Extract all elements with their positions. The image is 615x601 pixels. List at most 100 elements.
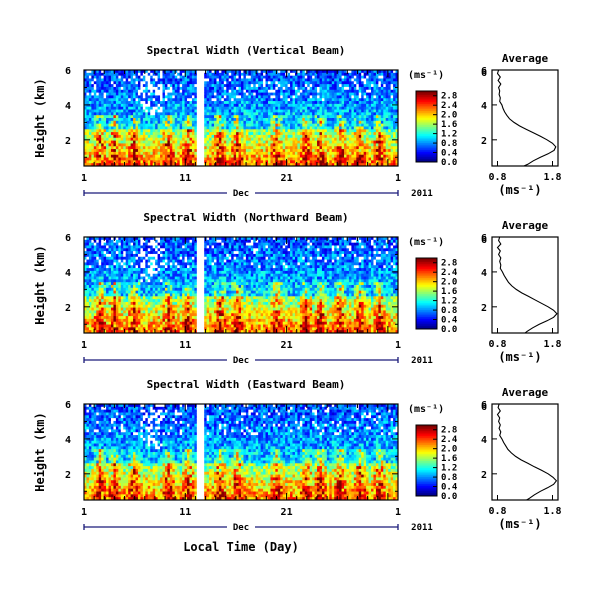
heatmap-cell xyxy=(113,273,117,277)
heatmap-cell xyxy=(312,157,315,161)
heatmap-cell xyxy=(353,109,357,113)
heatmap-cell xyxy=(307,89,311,93)
heatmap-cell xyxy=(341,103,345,108)
heatmap-cell xyxy=(344,78,347,82)
heatmap-cell xyxy=(174,72,178,77)
heatmap-cell xyxy=(218,151,222,156)
heatmap-cell xyxy=(329,70,333,74)
heatmap-cell xyxy=(86,98,90,102)
heatmap-cell xyxy=(331,109,335,113)
heatmap-cell xyxy=(260,92,264,96)
heatmap-cell xyxy=(84,78,87,82)
heatmap-cell xyxy=(204,109,208,113)
heatmap-cell xyxy=(275,157,279,161)
heatmap-cell xyxy=(103,123,107,127)
heatmap-cell xyxy=(101,299,105,303)
heatmap-cell xyxy=(280,109,284,113)
heatmap-cell xyxy=(137,92,141,96)
heatmap-cell xyxy=(309,123,313,127)
heatmap-cell xyxy=(110,330,114,334)
heatmap-cell xyxy=(110,160,114,164)
heatmap-cell xyxy=(253,118,257,122)
heatmap-cell xyxy=(187,126,190,130)
heatmap-cell xyxy=(314,106,318,110)
heatmap-cell xyxy=(353,112,357,116)
heatmap-cell xyxy=(282,86,286,91)
heatmap-cell xyxy=(113,106,117,110)
heatmap-cell xyxy=(245,160,249,164)
heatmap-cell xyxy=(184,103,188,108)
heatmap-cell xyxy=(267,115,271,119)
heatmap-cell xyxy=(226,98,230,102)
heatmap-cell xyxy=(133,123,136,127)
heatmap-cell xyxy=(91,256,95,260)
heatmap-cell xyxy=(179,146,183,150)
heatmap-cell xyxy=(356,123,360,127)
heatmap-cell xyxy=(336,109,340,113)
heatmap-cell xyxy=(184,120,188,125)
heatmap-cell xyxy=(172,132,176,136)
heatmap-cell xyxy=(314,95,318,99)
heatmap-cell xyxy=(339,92,342,96)
heatmap-cell xyxy=(319,129,323,133)
heatmap-cell xyxy=(307,126,311,130)
heatmap-cell xyxy=(344,149,347,153)
heatmap-cell xyxy=(366,151,369,156)
heatmap-cell xyxy=(270,163,274,167)
heatmap-cell xyxy=(140,143,144,147)
heatmap-cell xyxy=(282,92,286,96)
heatmap-cell xyxy=(373,123,377,127)
heatmap-cell xyxy=(375,78,379,82)
heatmap-cell xyxy=(169,143,173,147)
heatmap-cell xyxy=(363,118,367,122)
heatmap-cell xyxy=(86,268,90,272)
heatmap-cell xyxy=(358,98,362,102)
heatmap-cell xyxy=(96,126,100,130)
heatmap-cell xyxy=(209,134,212,139)
heatmap-cell xyxy=(383,109,387,113)
heatmap-cell xyxy=(297,81,301,85)
heatmap-cell xyxy=(275,106,279,110)
heatmap-cell xyxy=(236,123,239,127)
heatmap-cell xyxy=(353,160,357,164)
heatmap-cell xyxy=(390,163,394,167)
heatmap-cell xyxy=(172,78,176,82)
heatmap-cell xyxy=(162,101,166,105)
heatmap-cell xyxy=(373,86,377,91)
heatmap-cell xyxy=(110,154,114,158)
heatmap-cell xyxy=(238,157,242,161)
heatmap-cell xyxy=(226,106,230,110)
heatmap-cell xyxy=(368,157,372,161)
heatmap-cell xyxy=(140,70,144,74)
heatmap-cell xyxy=(98,327,102,331)
heatmap-cell xyxy=(294,109,298,113)
heatmap-cell xyxy=(344,115,347,119)
heatmap-cell xyxy=(285,123,289,127)
heatmap-cell xyxy=(383,143,387,147)
heatmap-cell xyxy=(233,106,237,110)
heatmap-cell xyxy=(238,95,242,99)
heatmap-cell xyxy=(353,89,357,93)
heatmap-cell xyxy=(223,89,227,93)
heatmap-cell xyxy=(312,70,315,74)
heatmap-cell xyxy=(172,95,176,99)
heatmap-cell xyxy=(231,103,235,108)
heatmap-cell xyxy=(375,129,379,133)
heatmap-cell xyxy=(393,84,396,88)
heatmap-cell xyxy=(368,143,372,147)
heatmap-cell xyxy=(393,103,396,108)
heatmap-cell xyxy=(285,101,289,105)
heatmap-cell xyxy=(366,143,369,147)
heatmap-cell xyxy=(88,78,92,82)
heatmap-cell xyxy=(366,84,369,88)
heatmap-cell xyxy=(380,92,384,96)
heatmap-cell xyxy=(103,137,107,141)
heatmap-cell xyxy=(339,115,342,119)
heatmap-cell xyxy=(110,324,114,328)
heatmap-cell xyxy=(363,157,367,161)
heatmap-cell xyxy=(155,86,158,91)
heatmap-cell xyxy=(147,157,151,161)
heatmap-cell xyxy=(103,86,107,91)
heatmap-cell xyxy=(393,146,396,150)
heatmap-cell xyxy=(86,285,90,289)
